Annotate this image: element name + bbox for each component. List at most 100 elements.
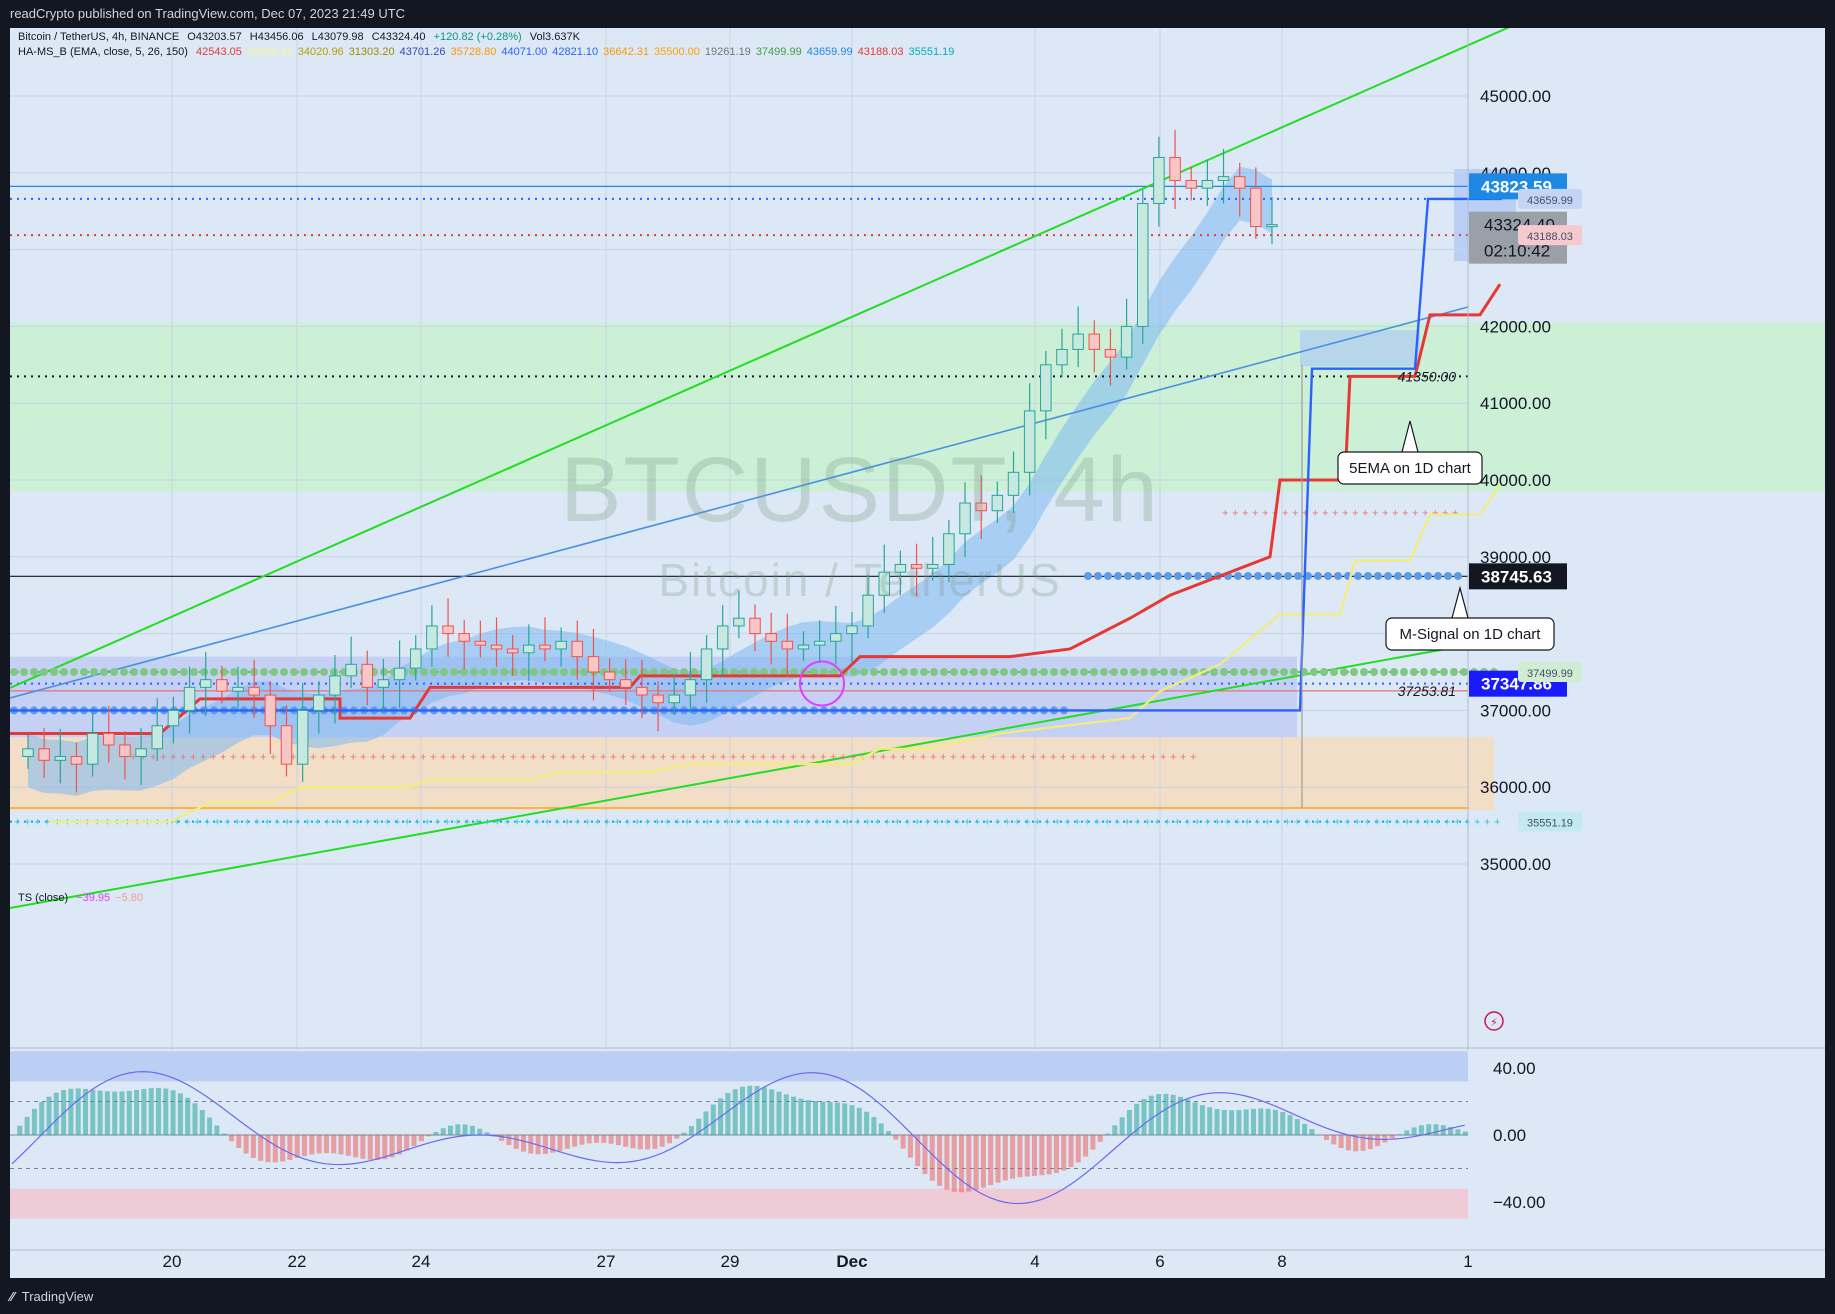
cross-level: + [1294,817,1300,829]
dot-support-38750 [1154,572,1162,580]
cross-level: + [234,817,240,829]
candle-body [571,640,584,658]
cross-level: + [630,751,636,763]
dot-support-37499 [1150,668,1158,677]
cross-level: + [160,751,166,763]
ts-histogram-bar [1411,1127,1417,1135]
candle-body [458,633,470,642]
cross-level: + [684,817,690,829]
ts-histogram-bar [1134,1103,1140,1135]
cross-level: + [804,817,810,829]
ts-histogram-bar [834,1102,840,1135]
dot-support-37499 [470,668,478,677]
ts-histogram-bar [272,1135,278,1163]
cross-level: + [870,751,876,763]
dot-support-37499 [90,668,98,677]
cross-level: + [350,751,356,763]
ts-histogram-bar [1426,1124,1432,1135]
cross-level: + [254,817,260,829]
legend-indicator-name: HA-MS_B (EMA, close, 5, 26, 150) [18,46,188,58]
ts-histogram-bar [1214,1109,1220,1135]
ts-histogram-bar [754,1085,760,1135]
legend-indicator-row[interactable]: HA-MS_B (EMA, close, 5, 26, 150) 42543.0… [18,46,959,58]
dot-support-37499 [650,668,658,677]
cross-level: + [1080,751,1086,763]
candle-body [167,709,180,727]
candle-body [765,633,777,642]
ts-histogram-bar [462,1124,468,1135]
candle-body [862,594,874,627]
cross-level: + [764,817,770,829]
ts-histogram-bar [623,1135,629,1147]
dot-support-38750 [1254,572,1262,580]
dotted-support-lines: + + + + + + + + + + + + + + + + + + + + + + + + + + + + + + + + + + + + + + + +… [10,507,1500,829]
dot-support-37499 [1400,668,1408,677]
chart-canvas[interactable]: + + + + + + + + + + + + + + + + + + + + + + + + + + + + + + + + + + + + + + + +… [10,28,1825,1278]
cross-level: + [754,817,760,829]
value-tag-label: 43659.99 [1527,195,1573,207]
dot-support-37499 [740,668,748,677]
cross-level: + [1074,817,1080,829]
ts-histogram-bar [53,1092,59,1135]
chart-frame[interactable]: + + + + + + + + + + + + + + + + + + + + + + + + + + + + + + + + + + + + + + + +… [10,28,1825,1278]
dot-support-37499 [750,668,758,677]
legend-indicator-value: 34020.96 [297,46,344,58]
dot-support-37499 [1050,668,1058,677]
cross-level: + [14,817,20,829]
cross-level: + [790,751,796,763]
ts-histogram-bar [659,1135,665,1147]
dot-support-37499 [100,668,108,677]
candle-body [603,671,616,681]
cross-level: + [454,817,460,829]
cross-level: + [540,751,546,763]
value-tag-label: 43188.03 [1527,231,1573,243]
candle-body [377,679,390,688]
ts-histogram-bar [287,1135,293,1160]
cross-level: + [334,817,340,829]
legend-symbol-row[interactable]: Bitcoin / TetherUS, 4h, BINANCE O43203.5… [18,31,585,43]
cross-level: + [1014,817,1020,829]
dot-support-37499 [1420,668,1428,677]
dot-support-37499 [790,668,798,677]
ts-histogram-bar [937,1135,943,1186]
legend-indicator-value: 43188.03 [857,46,904,58]
ts-histogram-bar [243,1135,249,1154]
candle-body [668,694,680,704]
ts-histogram-bar [375,1135,380,1160]
dot-support-37499 [320,668,328,677]
legend-volume: Vol3.637K [529,31,580,43]
dot-support-37499 [280,668,288,677]
ts-histogram-bar [192,1103,198,1135]
candle-body [1137,203,1149,327]
cross-level: + [464,817,470,829]
ts-histogram-bar [645,1135,651,1150]
candle-body [1104,348,1117,358]
cross-level: + [600,751,606,763]
ts-histogram-bar [878,1123,884,1135]
ts-histogram-bar [579,1135,585,1145]
ts-histogram-bar [1389,1135,1395,1139]
cross-level: + [1070,751,1076,763]
lightning-icon [1484,1011,1504,1031]
cross-level: + [654,817,660,829]
dot-support-37499 [110,668,118,677]
dot-support-37499 [960,668,968,677]
cross-level: + [884,817,890,829]
cross-level: + [240,751,246,763]
dot-support-38750 [1434,572,1442,580]
ts-histogram-bar [440,1128,446,1135]
cross-level: + [1402,507,1408,519]
ts-histogram-bar [688,1126,694,1135]
cross-level: + [1362,507,1368,519]
ts-histogram-bar [177,1093,183,1135]
cross-level: + [1304,817,1310,829]
ts-histogram-bar [75,1088,81,1135]
dot-support-37499 [1410,668,1418,677]
cross-level: + [774,817,780,829]
dot-support-37499 [660,668,668,677]
ts-histogram-bar [820,1101,826,1135]
legend-close: C43324.40 [371,31,426,43]
cross-level: + [1274,817,1280,829]
legend-ts-row[interactable]: TS (close) −39.95 −5.80 [18,892,148,904]
cross-level: + [1352,507,1358,519]
